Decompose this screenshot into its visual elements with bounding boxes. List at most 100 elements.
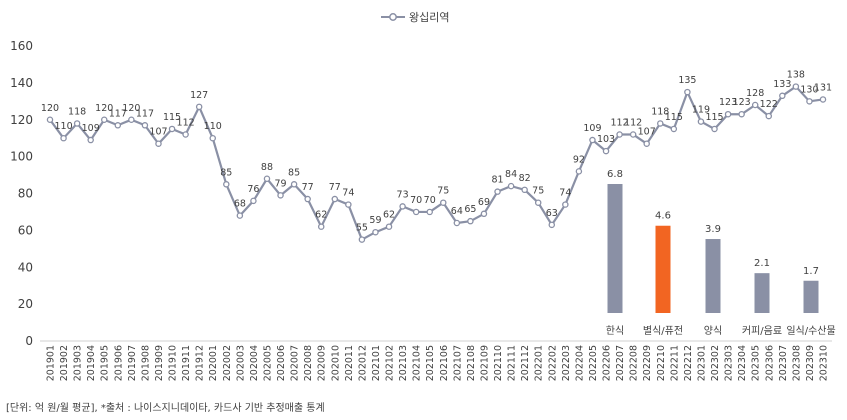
data-point [87, 136, 94, 144]
x-tick-label: 202307 [778, 345, 789, 381]
x-tick-label: 201912 [195, 345, 206, 381]
data-label: 55 [356, 223, 368, 234]
data-label: 77 [329, 182, 341, 193]
x-tick-label: 201904 [86, 345, 97, 381]
data-point [372, 228, 379, 236]
bar-category-label: 일식/수산물 [786, 325, 835, 337]
y-tick-label: 160 [10, 39, 33, 53]
data-label: 107 [638, 127, 656, 138]
data-point [562, 201, 569, 208]
data-label: 112 [624, 118, 642, 129]
data-point [467, 217, 474, 225]
data-point [480, 210, 488, 218]
x-tick-label: 202306 [764, 345, 775, 381]
data-point [751, 101, 759, 109]
x-tick-label: 202210 [656, 345, 667, 381]
x-tick-label: 201910 [168, 345, 179, 381]
data-point [412, 208, 420, 216]
data-label: 77 [302, 182, 314, 193]
x-tick-label: 202104 [412, 345, 423, 381]
data-point [385, 223, 393, 230]
data-point [548, 221, 556, 229]
y-tick-label: 20 [18, 297, 33, 311]
data-label: 119 [692, 105, 710, 116]
bar-value-label: 1.7 [803, 266, 819, 277]
data-point [236, 212, 244, 219]
data-label: 75 [532, 186, 544, 197]
data-point [684, 88, 691, 96]
data-point [182, 131, 189, 138]
data-labels: 1201101181091201171201171071151121271108… [41, 70, 832, 234]
bar-value-label: 2.1 [754, 258, 770, 269]
x-tick-label: 202305 [751, 345, 762, 381]
x-tick-label: 202304 [737, 345, 748, 381]
data-point [738, 110, 745, 118]
bar-value-label: 6.8 [607, 169, 623, 180]
data-label: 115 [163, 112, 181, 123]
data-point [521, 186, 528, 194]
data-label: 127 [190, 90, 208, 101]
data-label: 65 [464, 204, 476, 215]
data-label: 74 [559, 188, 571, 199]
data-point [453, 219, 461, 227]
x-tick-label: 202212 [683, 345, 694, 381]
data-label: 64 [451, 206, 463, 217]
x-tick-label: 202001 [208, 345, 219, 381]
x-tick-label: 202106 [439, 345, 450, 381]
data-point [792, 83, 800, 90]
y-tick-label: 100 [10, 150, 33, 164]
data-label: 122 [760, 99, 778, 110]
data-label: 118 [651, 106, 669, 117]
data-label: 70 [410, 195, 422, 206]
x-tick-label: 202202 [547, 345, 558, 381]
y-tick-label: 0 [25, 334, 33, 348]
x-tick-label: 202203 [561, 345, 572, 381]
x-tick-label: 202109 [479, 345, 490, 381]
data-label: 110 [204, 121, 222, 132]
data-point [507, 182, 515, 190]
data-point [494, 188, 501, 195]
data-label: 88 [261, 162, 273, 173]
data-point [534, 199, 542, 206]
x-tick-label: 202209 [642, 345, 653, 381]
data-label: 115 [705, 112, 723, 123]
data-label: 112 [611, 118, 629, 129]
data-label: 133 [773, 79, 791, 90]
data-label: 62 [315, 210, 327, 221]
bar-value-label: 4.6 [655, 211, 671, 222]
data-label: 138 [787, 70, 805, 81]
x-tick-label: 202107 [452, 345, 463, 381]
bar [655, 225, 671, 313]
x-tick-label: 201902 [59, 345, 70, 381]
x-tick-label: 202206 [602, 345, 613, 381]
data-label: 59 [369, 215, 381, 226]
data-point [114, 122, 122, 129]
data-point [195, 103, 203, 111]
y-tick-label: 40 [18, 260, 33, 274]
y-tick-label: 60 [18, 223, 33, 237]
data-label: 123 [733, 97, 751, 108]
data-label: 109 [82, 123, 100, 134]
data-point [155, 140, 162, 147]
x-tick-label: 202008 [303, 345, 314, 381]
x-tick-label: 202309 [805, 345, 816, 381]
data-label: 73 [397, 189, 409, 200]
data-label: 117 [109, 108, 127, 119]
x-tick-label: 202308 [791, 345, 802, 381]
data-label: 120 [41, 103, 59, 114]
legend-marker [389, 13, 397, 21]
data-label: 128 [746, 88, 764, 99]
data-point [806, 98, 813, 105]
data-label: 107 [149, 127, 167, 138]
data-point [331, 195, 339, 203]
x-tick-label: 202201 [534, 345, 545, 381]
data-point [399, 203, 406, 210]
data-point [304, 195, 311, 203]
data-label: 81 [491, 175, 503, 186]
data-point [100, 116, 108, 124]
data-label: 135 [678, 75, 696, 86]
data-label: 76 [247, 184, 259, 195]
data-label: 120 [122, 103, 140, 114]
x-tick-label: 202207 [615, 345, 626, 381]
data-point [711, 125, 718, 133]
